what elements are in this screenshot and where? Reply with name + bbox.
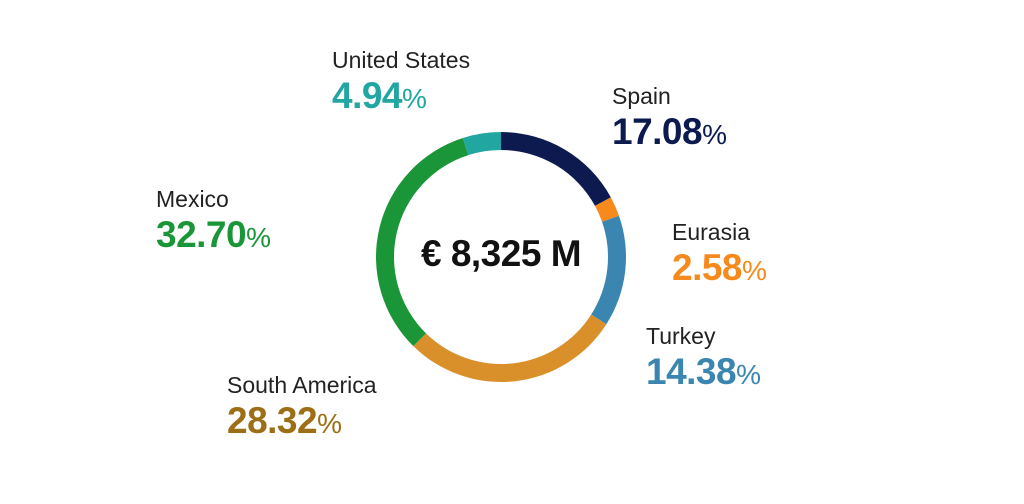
label-south-america-name: South America [227,372,377,398]
slice-south-america [413,314,607,382]
slice-turkey [591,215,626,325]
center-total-label: € 8,325 M [420,233,582,274]
label-eurasia: Eurasia 2.58% [672,218,767,293]
label-eurasia-name: Eurasia [672,219,750,245]
label-united-states: United States 4.94% [332,46,470,121]
label-spain-value: 17.08% [612,111,727,152]
donut-slices [375,132,626,382]
slice-eurasia [595,197,620,222]
label-spain-name: Spain [612,83,671,109]
label-united-states-value: 4.94% [332,75,427,116]
label-mexico-name: Mexico [156,186,229,212]
slice-united-states [462,132,501,156]
label-turkey-value: 14.38% [646,351,761,392]
slice-mexico [375,137,469,347]
label-turkey-name: Turkey [646,323,716,349]
label-turkey: Turkey 14.38% [646,322,761,397]
label-mexico: Mexico 32.70% [156,185,271,260]
label-south-america: South America 28.32% [227,371,377,446]
label-spain: Spain 17.08% [612,82,727,157]
slice-spain [501,132,611,206]
label-south-america-value: 28.32% [227,400,342,441]
label-mexico-value: 32.70% [156,214,271,255]
label-united-states-name: United States [332,47,471,73]
label-eurasia-value: 2.58% [672,247,767,288]
